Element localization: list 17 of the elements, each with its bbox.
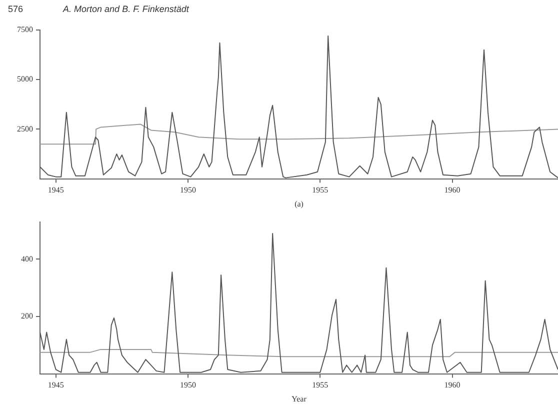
y-tick-label: 7500 [17,25,33,34]
y-tick-label: 5000 [17,74,33,84]
y-tick-label: 2500 [17,124,33,134]
x-tick-label: 1950 [180,186,196,195]
x-tick-label: 1945 [48,186,64,195]
x-tick-label: 1950 [180,380,196,390]
y-tick-label: 400 [21,254,33,264]
text: 576 [8,4,24,14]
text: A. Morton and B. F. Finkenstädt [63,4,189,14]
x-tick-label: 1960 [444,186,460,195]
x-axis-title: Year [292,394,307,404]
x-tick-label: 1945 [48,380,64,390]
x-tick-label: 1960 [444,380,460,390]
y-tick-label: 200 [21,312,33,321]
x-tick-label: 1955 [312,186,328,195]
x-axis-title: (a) [294,199,304,208]
x-tick-label: 1955 [312,380,328,390]
